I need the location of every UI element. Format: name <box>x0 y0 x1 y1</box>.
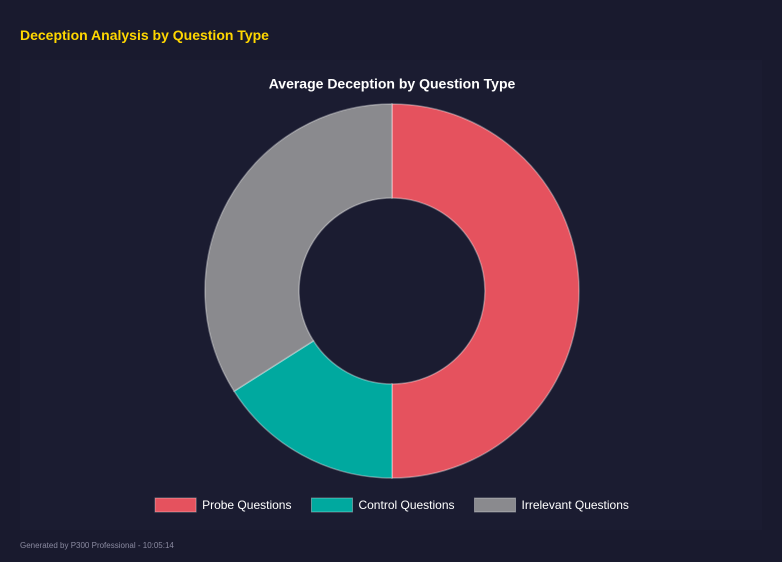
footer: Generated by P300 Professional - 10:05:1… <box>20 541 174 550</box>
legend-swatch <box>474 497 517 513</box>
legend-label: Probe Questions <box>202 498 291 512</box>
slice <box>204 103 393 393</box>
legend-label: Irrelevant Questions <box>522 498 629 512</box>
chart-title: Average Deception by Question Type <box>269 76 516 92</box>
slice <box>233 339 393 479</box>
slice <box>391 103 580 479</box>
legend-swatch <box>310 497 353 513</box>
page-title: Deception Analysis by Question Type <box>20 27 269 43</box>
legend-swatch <box>154 497 197 513</box>
legend-label: Control Questions <box>358 498 454 512</box>
